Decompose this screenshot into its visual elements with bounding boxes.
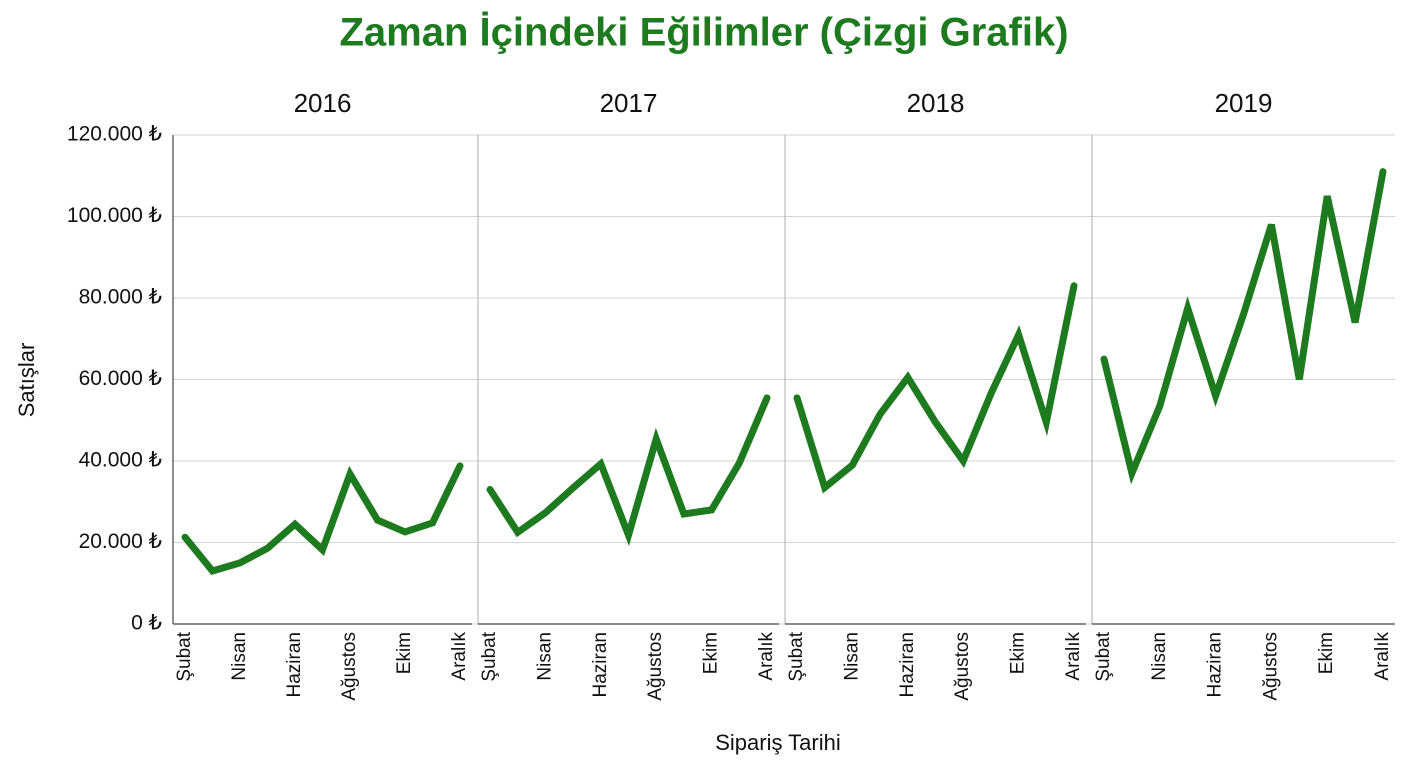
x-axis-title: Sipariş Tarihi [715,730,841,755]
line [793,282,1078,494]
x-tick-label: Ağustos [645,632,666,701]
line [486,394,771,547]
x-tick-label: Aralık [449,632,470,681]
x-tick-label: Aralık [1063,632,1084,681]
x-tick-label: Ağustos [1260,632,1281,701]
x-tick-label: Nisan [229,632,250,681]
x-tick-label: Şubat [174,631,195,681]
x-tick-label: Şubat [786,631,807,681]
y-axis-title: Satışlar [14,343,39,418]
x-tick-label: Nisan [534,632,555,681]
panel-title: 2018 [907,88,965,118]
y-tick-label: 80.000 ₺ [79,286,162,309]
chart-title: Zaman İçindeki Eğilimler (Çizgi Grafik) [339,11,1068,55]
y-tick-label: 100.000 ₺ [67,204,162,227]
x-tick-label: Aralık [1372,632,1393,681]
x-tick-label: Nisan [841,632,862,681]
x-tick-label: Şubat [479,631,500,681]
x-tick-label: Ağustos [339,632,360,701]
y-tick-label: 60.000 ₺ [79,367,162,390]
line [1100,168,1387,485]
x-tick-label: Nisan [1149,632,1170,681]
y-tick-label: 20.000 ₺ [79,530,162,553]
y-tick-label: 120.000 ₺ [67,123,162,146]
x-tick-label: Ekim [1316,632,1337,674]
x-tick-label: Ekim [1008,632,1029,674]
x-tick-label: Şubat [1093,631,1114,681]
y-tick-label: 0 ₺ [131,612,162,635]
panel-title: 2016 [294,88,352,118]
panel-title: 2017 [600,88,658,118]
x-tick-label: Ekim [701,632,722,674]
x-tick-label: Haziran [897,632,918,697]
x-tick-label: Haziran [590,632,611,697]
line [181,462,464,576]
x-tick-label: Ağustos [952,632,973,701]
x-tick-label: Haziran [1205,632,1226,697]
panel-title: 2019 [1215,88,1273,118]
y-tick-label: 40.000 ₺ [79,449,162,472]
x-tick-label: Aralık [756,632,777,681]
x-tick-label: Haziran [284,632,305,697]
x-tick-label: Ekim [394,632,415,674]
